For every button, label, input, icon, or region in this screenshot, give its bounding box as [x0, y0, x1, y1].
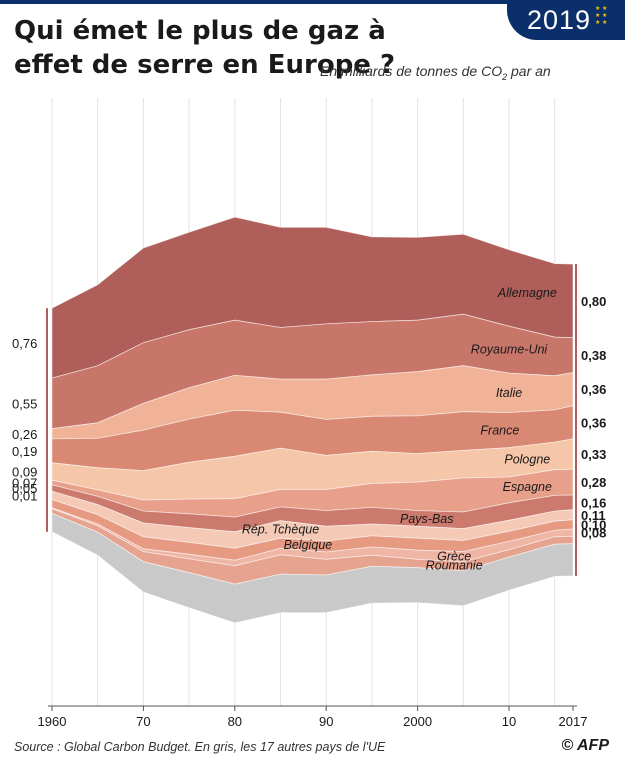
subtitle-subscript: 2 — [502, 71, 508, 82]
right-value-label: 0,38 — [581, 348, 606, 363]
left-value-label: 0,01 — [12, 488, 37, 503]
stream-layer-others — [51, 512, 574, 624]
right-value-label: 0,36 — [581, 415, 606, 430]
series-label-belgique: Belgique — [284, 538, 333, 552]
right-value-label: 0,33 — [581, 447, 606, 462]
x-tick-label: 90 — [319, 714, 333, 729]
right-value-label: 0,11 — [581, 508, 606, 523]
left-value-label: 0,09 — [12, 465, 37, 480]
right-value-label: 0,28 — [581, 475, 606, 490]
series-label-pologne: Pologne — [504, 453, 550, 467]
series-label-roumanie: Roumanie — [426, 559, 483, 573]
right-value-label: 0,08 — [581, 526, 606, 541]
right-value-label: 0,80 — [581, 294, 606, 309]
subtitle-text: En milliards de tonnes de CO — [320, 63, 503, 79]
x-tick-label: 80 — [228, 714, 242, 729]
page-title: Qui émet le plus de gaz à effet de serre… — [14, 16, 396, 80]
year-badge-text: 2019 — [527, 4, 592, 35]
year-badge: 2019 ★ ★ ★ ★ ★ ★ — [507, 0, 625, 40]
afp-credit: © AFP — [561, 737, 609, 754]
left-value-label: 0,07 — [12, 476, 37, 491]
series-label-france: France — [480, 423, 519, 437]
source-note: Source : Global Carbon Budget. En gris, … — [14, 740, 386, 754]
series-label-italie: Italie — [496, 386, 522, 400]
subtitle-suffix: par an — [507, 63, 551, 79]
series-label-royaume-uni: Royaume-Uni — [471, 343, 549, 357]
series-label-espagne: Espagne — [503, 480, 552, 494]
x-tick-label: 2017 — [559, 714, 588, 729]
right-edge-bar — [575, 264, 577, 576]
x-tick-label: 2000 — [403, 714, 432, 729]
right-value-label: 0,36 — [581, 382, 606, 397]
x-tick-label: 1960 — [38, 714, 67, 729]
eu-stars-icon: ★ ★ ★ ★ ★ ★ — [595, 6, 608, 26]
series-label-pays-bas: Pays-Bas — [400, 512, 454, 526]
x-tick-label: 10 — [502, 714, 516, 729]
left-value-label: 0,76 — [12, 336, 37, 351]
left-value-label: 0,26 — [12, 427, 37, 442]
left-value-label: 0,19 — [12, 444, 37, 459]
right-value-label: 0,16 — [581, 495, 606, 510]
series-label-gr-ce: Grèce — [437, 549, 471, 563]
series-label-allemagne: Allemagne — [497, 286, 557, 300]
right-value-label: 0,10 — [581, 517, 606, 532]
series-label-r-p-tch-que: Rép. Tchèque — [242, 522, 319, 536]
top-rule — [0, 0, 625, 4]
x-tick-label: 70 — [136, 714, 150, 729]
left-value-label: 0,05 — [12, 481, 37, 496]
chart-subtitle: En milliards de tonnes de CO2 par an — [320, 63, 551, 82]
left-edge-bar — [46, 308, 48, 532]
left-value-label: 0,55 — [12, 396, 37, 411]
